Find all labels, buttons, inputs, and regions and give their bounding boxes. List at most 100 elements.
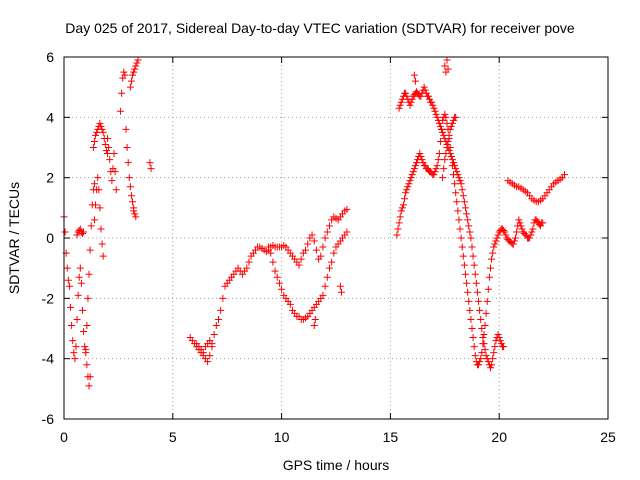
data-point bbox=[476, 306, 484, 314]
data-point bbox=[97, 225, 105, 233]
data-point bbox=[539, 219, 547, 227]
data-point bbox=[118, 89, 126, 97]
data-point bbox=[212, 321, 220, 329]
data-point bbox=[482, 309, 490, 317]
data-point bbox=[243, 264, 251, 272]
data-point bbox=[430, 171, 438, 179]
data-point bbox=[89, 144, 97, 151]
data-point bbox=[96, 119, 104, 127]
data-point bbox=[71, 355, 79, 363]
data-point bbox=[440, 165, 448, 173]
data-point bbox=[478, 349, 486, 357]
data-point bbox=[435, 150, 443, 158]
data-point bbox=[98, 240, 106, 248]
data-point bbox=[526, 234, 534, 242]
data-point bbox=[219, 294, 227, 302]
y-tick-label: 6 bbox=[46, 49, 54, 65]
data-point bbox=[424, 92, 432, 100]
data-point bbox=[204, 358, 212, 366]
data-point bbox=[125, 174, 133, 182]
axis-ticks bbox=[63, 56, 609, 420]
data-point bbox=[465, 222, 473, 230]
data-point bbox=[452, 165, 460, 173]
data-point bbox=[431, 107, 439, 115]
data-point bbox=[434, 116, 442, 124]
data-point bbox=[479, 334, 487, 342]
data-point bbox=[86, 246, 94, 254]
y-tick-label: 0 bbox=[46, 230, 54, 246]
data-point bbox=[127, 192, 135, 200]
data-point bbox=[325, 222, 333, 230]
data-point bbox=[323, 273, 331, 281]
data-point bbox=[396, 101, 404, 109]
data-point bbox=[411, 162, 419, 170]
data-point bbox=[123, 144, 131, 151]
data-point bbox=[483, 297, 491, 305]
data-point bbox=[488, 361, 496, 369]
data-point bbox=[394, 225, 402, 233]
data-point bbox=[64, 276, 72, 284]
data-point bbox=[475, 361, 483, 369]
data-point bbox=[452, 113, 460, 121]
data-point bbox=[528, 228, 536, 236]
data-point bbox=[418, 156, 426, 164]
data-point bbox=[488, 255, 496, 263]
data-point bbox=[456, 177, 464, 185]
data-point bbox=[421, 86, 429, 94]
data-point bbox=[328, 258, 336, 266]
data-point bbox=[297, 255, 305, 263]
y-tick-label: 2 bbox=[46, 170, 54, 186]
data-point bbox=[130, 207, 138, 215]
data-point bbox=[81, 343, 89, 351]
data-point bbox=[466, 306, 474, 314]
data-point bbox=[85, 382, 93, 390]
data-point bbox=[93, 128, 101, 136]
data-point bbox=[323, 228, 331, 236]
data-point bbox=[408, 95, 416, 103]
data-point bbox=[245, 258, 253, 266]
data-point bbox=[517, 222, 525, 230]
data-point bbox=[491, 240, 499, 248]
data-point bbox=[492, 237, 500, 245]
data-point bbox=[73, 231, 81, 239]
data-point bbox=[67, 303, 75, 311]
data-point bbox=[321, 282, 329, 290]
data-point bbox=[445, 131, 453, 139]
data-point bbox=[458, 186, 466, 194]
data-point bbox=[443, 56, 451, 64]
data-point bbox=[61, 228, 69, 236]
data-point bbox=[456, 225, 464, 233]
data-point bbox=[267, 249, 275, 257]
data-point bbox=[337, 288, 345, 296]
data-point bbox=[502, 231, 510, 239]
x-tick-label: 15 bbox=[383, 429, 399, 445]
data-point bbox=[131, 65, 139, 73]
data-point bbox=[516, 219, 524, 227]
data-point bbox=[433, 162, 441, 170]
data-point bbox=[132, 62, 140, 70]
x-tick-label: 5 bbox=[169, 429, 177, 445]
data-point bbox=[441, 134, 449, 142]
data-point bbox=[321, 234, 329, 242]
data-point bbox=[490, 349, 498, 357]
data-point bbox=[134, 56, 142, 64]
y-tick-labels: -6 -4 -2 0 2 4 6 bbox=[42, 49, 55, 427]
data-point bbox=[286, 300, 294, 308]
data-point bbox=[72, 343, 80, 351]
x-tick-label: 20 bbox=[491, 429, 507, 445]
data-point bbox=[465, 297, 473, 305]
data-point bbox=[302, 246, 310, 254]
data-point bbox=[82, 346, 90, 354]
data-point bbox=[343, 228, 351, 236]
data-point bbox=[409, 168, 417, 176]
data-point bbox=[278, 285, 286, 293]
data-point bbox=[275, 279, 283, 287]
data-point bbox=[482, 352, 490, 360]
data-point bbox=[120, 68, 128, 76]
data-point bbox=[92, 131, 100, 139]
data-point bbox=[410, 165, 418, 173]
data-point bbox=[77, 279, 85, 287]
data-point bbox=[457, 180, 465, 188]
data-point bbox=[83, 321, 91, 329]
data-point bbox=[73, 315, 81, 323]
